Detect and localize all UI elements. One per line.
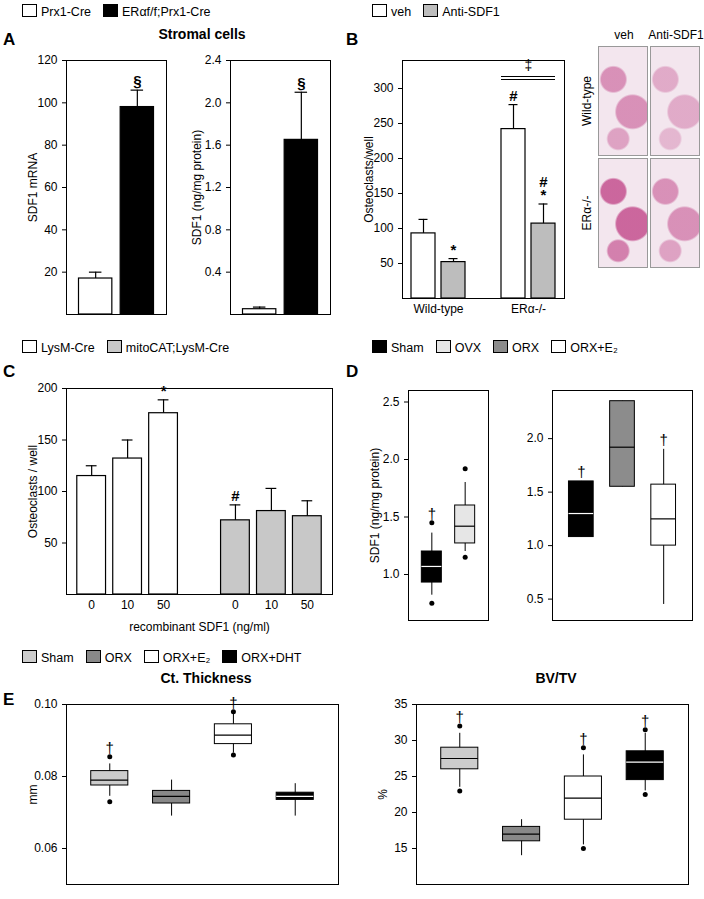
svg-text:120: 120: [37, 53, 57, 67]
svg-text:§: §: [133, 72, 141, 89]
html-text:ORX+E₂: ORX+E₂: [570, 341, 618, 355]
svg-text:*: *: [451, 241, 457, 258]
html-text:A: A: [3, 30, 16, 49]
html-text:ORX: ORX: [512, 341, 540, 355]
html-text:Anti-SDF1: Anti-SDF1: [442, 5, 500, 19]
svg-text:2.0: 2.0: [205, 96, 222, 110]
svg-text:0.08: 0.08: [34, 769, 58, 783]
svg-text:SDF1 (ng/mg protein): SDF1 (ng/mg protein): [368, 448, 382, 563]
svg-text:†: †: [577, 463, 585, 480]
svg-text:100: 100: [373, 221, 393, 235]
svg-text:†: †: [660, 431, 668, 448]
svg-text:*: *: [161, 382, 167, 399]
svg-text:100: 100: [37, 484, 57, 498]
svg-text:0: 0: [232, 598, 239, 612]
svg-text:§: §: [297, 74, 305, 91]
html-text:mitoCAT;LysM-Cre: mitoCAT;LysM-Cre: [125, 341, 230, 355]
svg-text:Osteoclasts/well: Osteoclasts/well: [362, 136, 376, 223]
svg-text:1.0: 1.0: [527, 538, 544, 552]
svg-text:2.5: 2.5: [383, 395, 400, 409]
svg-text:mm: mm: [26, 785, 40, 805]
svg-text:1.2: 1.2: [205, 180, 222, 194]
html-text:OVX: OVX: [454, 341, 482, 355]
html-text:Sham: Sham: [391, 341, 424, 355]
svg-text:SDF1 (ng/mg protein): SDF1 (ng/mg protein): [190, 130, 204, 245]
svg-text:1.5: 1.5: [527, 485, 544, 499]
svg-text:300: 300: [373, 81, 393, 95]
svg-text:#: #: [231, 487, 240, 504]
svg-text:100: 100: [37, 96, 57, 110]
svg-text:50: 50: [44, 536, 58, 550]
html-text:D: D: [346, 362, 359, 381]
html-text:veh: veh: [391, 5, 412, 19]
svg-text:‡: ‡: [525, 57, 533, 73]
svg-text:150: 150: [37, 433, 57, 447]
svg-text:150: 150: [373, 186, 393, 200]
svg-text:2.0: 2.0: [383, 452, 400, 466]
svg-text:40: 40: [44, 223, 58, 237]
svg-text:0.4: 0.4: [205, 265, 222, 279]
svg-text:2.0: 2.0: [527, 431, 544, 445]
html-text:Sham: Sham: [41, 651, 74, 665]
svg-text:0.10: 0.10: [34, 697, 58, 711]
svg-text:20: 20: [44, 265, 58, 279]
svg-text:1.6: 1.6: [205, 138, 222, 152]
svg-text:25: 25: [394, 769, 408, 783]
svg-text:250: 250: [373, 116, 393, 130]
html-text:Wild-type: Wild-type: [580, 76, 594, 126]
svg-text:30: 30: [394, 733, 408, 747]
html-text:ORX+DHT: ORX+DHT: [241, 651, 302, 665]
svg-text:35: 35: [394, 697, 408, 711]
html-text:ORX+E₂: ORX+E₂: [162, 651, 211, 665]
html-text:B: B: [346, 30, 359, 49]
svg-text:†: †: [456, 708, 464, 725]
svg-text:50: 50: [380, 256, 394, 270]
html-text:ERα-/-: ERα-/-: [580, 195, 594, 231]
svg-text:1.0: 1.0: [383, 567, 400, 581]
html-text:veh: veh: [614, 28, 634, 42]
svg-text:0.5: 0.5: [527, 592, 544, 606]
html-text:E: E: [3, 690, 15, 709]
svg-text:60: 60: [44, 180, 58, 194]
html-text:BV/TV: BV/TV: [535, 670, 577, 686]
svg-text:%: %: [376, 789, 390, 800]
svg-text:50: 50: [157, 598, 171, 612]
svg-text:†: †: [106, 739, 114, 756]
html-text:ORX: ORX: [104, 651, 132, 665]
svg-text:200: 200: [373, 151, 393, 165]
html-text:Anti-SDF1: Anti-SDF1: [648, 28, 704, 42]
svg-text:#: #: [539, 173, 548, 190]
html-text:Stromal cells: Stromal cells: [158, 26, 246, 42]
svg-text:†: †: [641, 712, 649, 729]
svg-text:10: 10: [265, 598, 279, 612]
svg-text:Osteoclasts / well: Osteoclasts / well: [26, 445, 40, 538]
html-text:Ct. Thickness: Ct. Thickness: [160, 670, 252, 686]
svg-text:20: 20: [394, 805, 408, 819]
svg-text:10: 10: [121, 598, 135, 612]
svg-text:SDF1 mRNA: SDF1 mRNA: [26, 153, 40, 222]
svg-text:2.4: 2.4: [205, 53, 222, 67]
svg-text:0: 0: [88, 598, 95, 612]
svg-text:†: †: [428, 505, 436, 522]
svg-text:recombinant SDF1 (ng/ml): recombinant SDF1 (ng/ml): [129, 620, 270, 634]
svg-text:200: 200: [37, 381, 57, 395]
html-text:Prx1-Cre: Prx1-Cre: [41, 5, 91, 19]
html-text:C: C: [3, 362, 16, 381]
svg-text:0.06: 0.06: [34, 841, 58, 855]
svg-text:15: 15: [394, 841, 408, 855]
svg-text:ERα-/-: ERα-/-: [511, 302, 546, 316]
svg-text:1.5: 1.5: [383, 510, 400, 524]
svg-text:80: 80: [44, 138, 58, 152]
svg-text:†: †: [229, 694, 237, 711]
html-text:ERαf/f;Prx1-Cre: ERαf/f;Prx1-Cre: [122, 5, 211, 19]
html-text:LysM-Cre: LysM-Cre: [41, 341, 95, 355]
svg-text:†: †: [579, 730, 587, 747]
svg-text:#: #: [509, 87, 518, 104]
svg-text:0.8: 0.8: [205, 223, 222, 237]
svg-text:50: 50: [301, 598, 315, 612]
svg-text:Wild-type: Wild-type: [413, 302, 463, 316]
